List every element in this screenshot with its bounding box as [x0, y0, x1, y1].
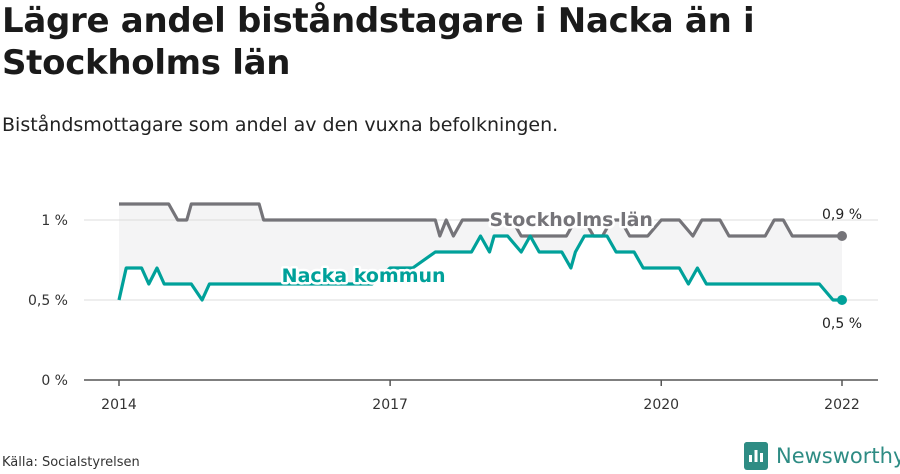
- source-note: Källa: Socialstyrelsen: [2, 455, 140, 470]
- range-band: [119, 204, 842, 300]
- series-endpoint: [837, 231, 847, 241]
- series-line-stockholms-lan: [119, 202, 842, 238]
- x-tick-label: 2017: [372, 397, 408, 413]
- brand-name: Newsworthy: [776, 444, 900, 468]
- y-tick-label: 0 %: [41, 373, 68, 389]
- x-tick-label: 2014: [101, 397, 137, 413]
- y-tick-label: 0,5 %: [28, 293, 68, 309]
- x-tick-label: 2020: [643, 397, 679, 413]
- series-label-stockholms-lan: Stockholms län: [490, 209, 653, 231]
- newsworthy-logo-icon: [744, 442, 768, 470]
- series-endpoint: [837, 295, 847, 305]
- chart-title: Lägre andel biståndstagare i Nacka än i …: [2, 1, 755, 83]
- series-label-nacka-kommun: Nacka kommun: [282, 265, 446, 287]
- x-tick-label: 2022: [824, 397, 860, 413]
- end-label-nacka-kommun: 0,5 %: [822, 316, 862, 332]
- newsworthy-logo[interactable]: Newsworthy: [744, 441, 900, 471]
- series-line-nacka-kommun: [117, 234, 842, 302]
- end-label-stockholms-lan: 0,9 %: [822, 207, 862, 223]
- y-tick-label: 1 %: [41, 213, 68, 229]
- chart-subtitle: Biståndsmottagare som andel av den vuxna…: [2, 114, 559, 136]
